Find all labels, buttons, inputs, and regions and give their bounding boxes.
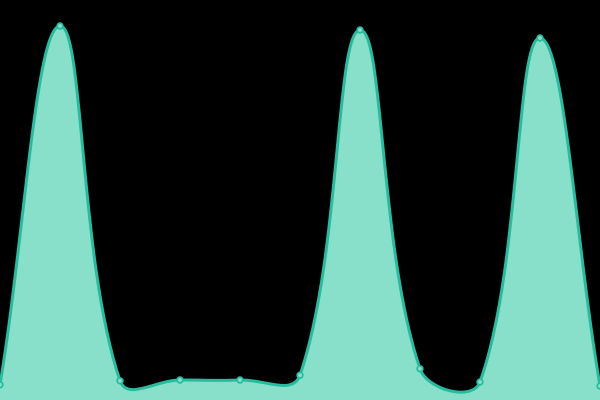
data-point-marker[interactable] [296, 371, 304, 379]
data-point-marker[interactable] [416, 365, 424, 373]
data-point-marker[interactable] [56, 22, 64, 30]
data-point-marker[interactable] [356, 26, 364, 34]
data-point-marker[interactable] [116, 377, 124, 385]
data-point-marker[interactable] [596, 382, 600, 390]
data-point-marker[interactable] [0, 381, 4, 389]
data-point-marker[interactable] [236, 376, 244, 384]
line-path [0, 24, 600, 394]
data-point-marker[interactable] [476, 378, 484, 386]
data-point-marker[interactable] [176, 376, 184, 384]
area-fill [0, 25, 600, 400]
data-point-marker[interactable] [536, 34, 544, 42]
